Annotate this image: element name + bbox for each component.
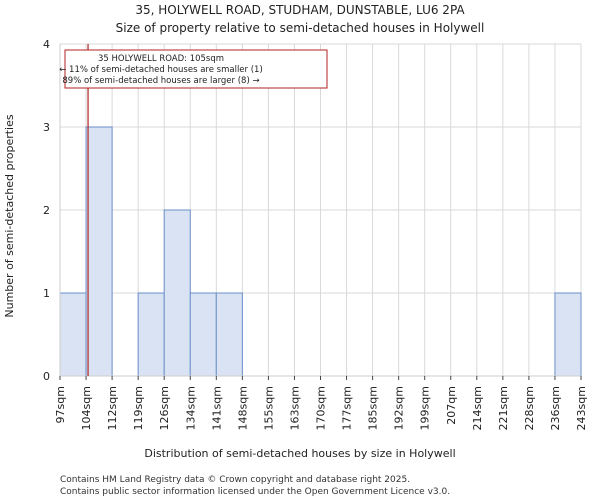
x-tick-label: 177sqm <box>341 386 354 430</box>
y-tick-label: 0 <box>43 370 50 383</box>
x-tick-label: 126sqm <box>158 386 171 430</box>
x-tick-label: 228sqm <box>523 386 536 430</box>
histogram-bar <box>59 292 87 377</box>
y-tick-label: 1 <box>43 287 50 300</box>
footer-copyright: Contains HM Land Registry data © Crown c… <box>60 475 410 485</box>
x-tick-label: 207qm <box>445 386 458 425</box>
y-tick-label: 2 <box>43 204 50 217</box>
x-tick-label: 119sqm <box>132 386 145 430</box>
y-axis-label: Number of semi-detached properties <box>3 114 16 317</box>
x-tick-label: 199sqm <box>419 386 432 430</box>
histogram-bar <box>137 292 165 377</box>
x-tick-label: 170sqm <box>315 386 328 430</box>
histogram-bar <box>554 292 582 377</box>
x-tick-label: 112sqm <box>106 386 119 430</box>
x-tick-label: 236sqm <box>549 386 562 430</box>
x-tick-label: 104sqm <box>80 386 93 430</box>
annotation-line: 89% of semi-detached houses are larger (… <box>62 76 259 86</box>
x-tick-label: 148sqm <box>236 386 249 430</box>
histogram-bar <box>189 292 217 377</box>
y-tick-label: 4 <box>43 38 50 51</box>
annotation-line: ← 11% of semi-detached houses are smalle… <box>59 65 263 75</box>
x-tick-label: 185sqm <box>367 386 380 430</box>
chart-subtitle: Size of property relative to semi-detach… <box>116 21 485 35</box>
x-tick-label: 243sqm <box>575 386 588 430</box>
histogram-bar <box>85 126 113 377</box>
chart-title: 35, HOLYWELL ROAD, STUDHAM, DUNSTABLE, L… <box>135 3 465 17</box>
footer-licence: Contains public sector information licen… <box>60 487 450 497</box>
histogram-bar <box>163 209 191 377</box>
annotation-line: 35 HOLYWELL ROAD: 105sqm <box>98 54 224 64</box>
histogram-bar <box>215 292 243 377</box>
x-axis-label: Distribution of semi-detached houses by … <box>144 447 455 460</box>
x-tick-label: 141sqm <box>210 386 223 430</box>
x-tick-label: 192sqm <box>393 386 406 430</box>
x-tick-label: 155sqm <box>262 386 275 430</box>
plot-area: 0 1 2 3 4 97sqm 104sqm 112sqm 119sqm 126sqm 134sqm… <box>43 38 588 430</box>
x-tick-label: 134sqm <box>184 386 197 430</box>
x-tick-label: 221sqm <box>497 386 510 430</box>
annotation-box <box>64 49 328 89</box>
x-tick-label: 163sqm <box>288 386 301 430</box>
x-tick-label: 97sqm <box>54 386 67 423</box>
y-tick-label: 3 <box>43 121 50 134</box>
x-tick-label: 214sqm <box>471 386 484 430</box>
